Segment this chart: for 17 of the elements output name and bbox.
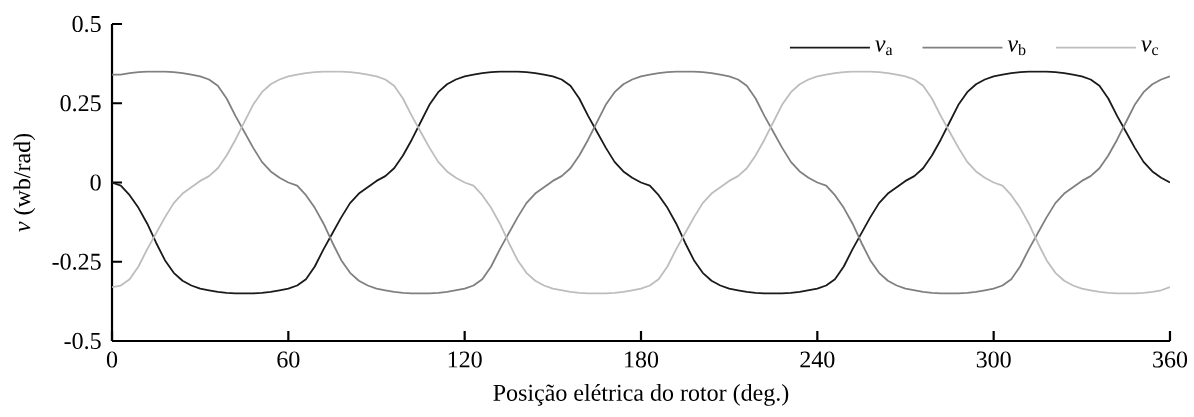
legend-label: v$_{a}$: [875, 40, 893, 56]
x-tick-label: 60: [277, 351, 300, 368]
y-axis-title: v (wb/rad): [13, 133, 36, 232]
x-tick-label: 180: [625, 351, 659, 368]
x-tick-label: 300: [976, 351, 1011, 368]
x-axis-title: Posição elétrica do rotor (deg.): [493, 383, 789, 406]
y-tick-label: 0.25: [60, 95, 101, 112]
y-tick-label: 0.5: [72, 15, 101, 33]
x-tick-label: 240: [800, 351, 835, 368]
y-tick-label: -0.5: [64, 332, 101, 350]
legend-label: v$_{b}$: [1007, 40, 1026, 56]
x-tick-label: 0: [106, 351, 118, 368]
y-tick-label: 0: [90, 174, 101, 191]
legend-label: v$_{c}$: [1141, 40, 1159, 56]
x-tick-label: 120: [448, 351, 482, 368]
y-tick-label: -0.25: [52, 253, 101, 270]
x-tick-label: 360: [1153, 351, 1188, 368]
